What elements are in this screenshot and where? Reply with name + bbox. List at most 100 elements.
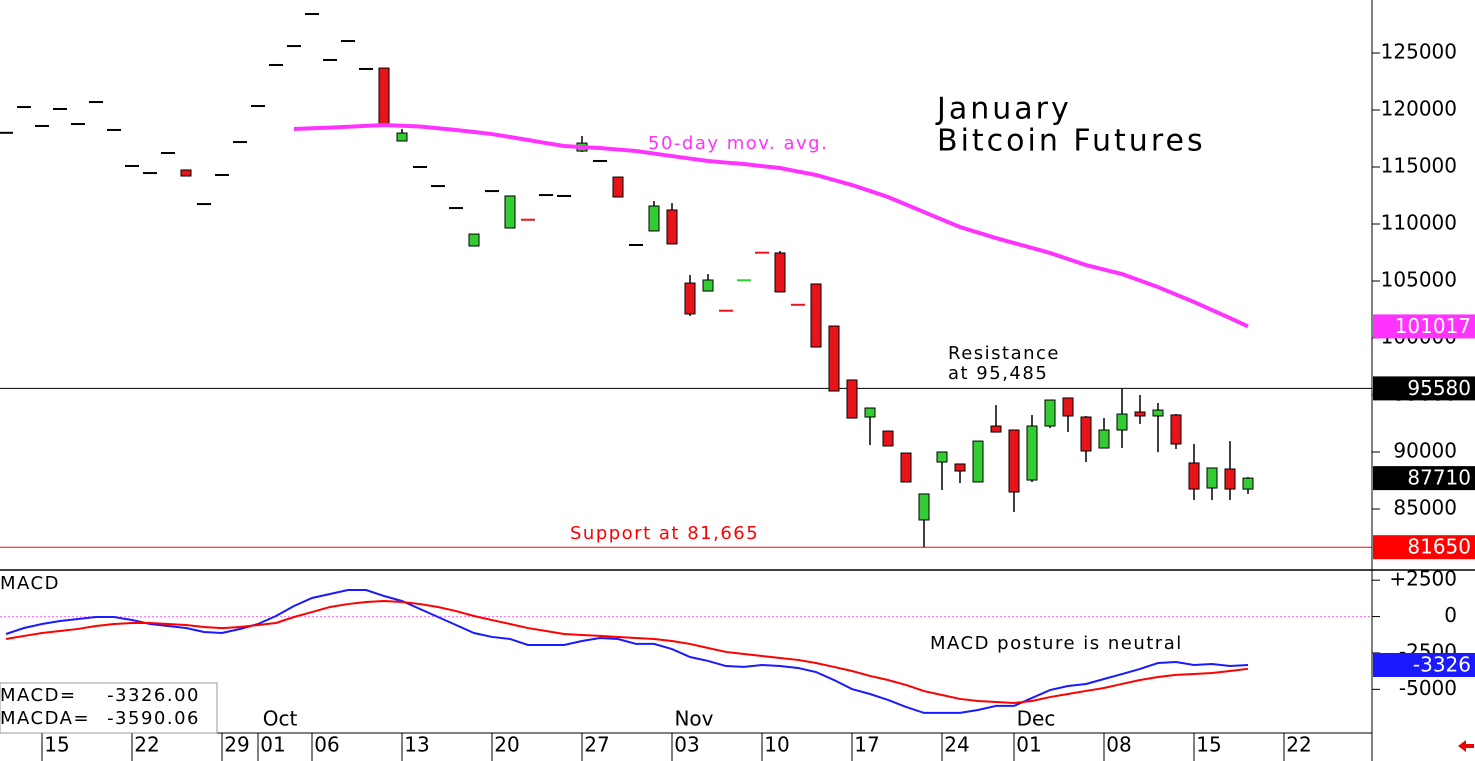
candle-dash [521,218,535,221]
candle-dash [107,128,121,131]
candle-dash [233,141,247,144]
x-tick-label: 03 [674,733,699,757]
candle-body [1026,425,1038,481]
candle-dash [125,164,139,167]
value-tag [1373,652,1475,677]
x-tick-label: 15 [1196,733,1221,757]
value-tag-label: 87710 [1407,466,1471,490]
candle-body [1224,468,1236,490]
readout-label: MACD= [0,685,77,706]
candle-dash [161,151,175,154]
candle-body [1116,413,1128,431]
candle-dash [17,106,31,109]
y-tick-label: 125000 [1381,40,1457,64]
scroll-arrow[interactable] [1458,740,1474,752]
x-tick-label: 08 [1106,733,1131,757]
candle-dash [359,67,373,70]
y-tick-label: 85000 [1393,496,1457,520]
value-tag-label: -3326 [1413,652,1471,676]
month-label: Dec [1017,707,1056,731]
value-tag [1373,466,1475,491]
candle-dash [629,243,643,246]
candle-dash [593,159,607,162]
value-tag-label: 95580 [1407,376,1471,400]
annotation: MACD posture is neutral [930,633,1183,654]
value-tag [1373,535,1475,560]
x-tick-label: 01 [1016,733,1041,757]
chart-title: Bitcoin Futures [937,124,1206,159]
candle-body [954,463,966,472]
series-label: 50-day mov. avg. [648,133,828,154]
main-layer: 8500090000950001000001050001100001150001… [0,13,1475,757]
candle-dash [539,194,553,197]
candle-body [1134,411,1146,417]
macd-line [5,599,1249,705]
candle-dash [287,45,301,48]
candle-dash [323,58,337,61]
candle-body [846,379,858,419]
readout-value: -3590.06 [107,708,200,729]
candle-dash [53,107,67,110]
candle-body [936,451,948,463]
x-tick-label: 15 [44,733,69,757]
x-tick-label: 22 [134,733,159,757]
y-tick-label: 110000 [1381,211,1457,235]
candle-dash [341,40,355,43]
candle-body [990,425,1002,433]
candle-body [828,325,840,392]
candle-body [1242,477,1254,490]
candle-dash [485,190,499,193]
candle-body [1188,462,1200,490]
y-tick-label: 115000 [1381,154,1457,178]
candle-body [918,493,930,521]
candle-body [1044,399,1056,427]
x-tick-label: 01 [260,733,285,757]
candle-dash [269,63,283,66]
y-tick-label: 0 [1444,603,1457,627]
candle-dash [755,251,769,254]
x-tick-label: 22 [1286,733,1311,757]
candle-body [900,452,912,483]
y-tick-label: 105000 [1381,268,1457,292]
value-tag [1373,314,1475,339]
candle-body [1098,429,1110,449]
candle-dash [431,185,445,188]
panel-title: MACD [0,573,60,594]
annotation: Resistance [948,343,1060,364]
candle-body [1008,429,1020,493]
candle-body [810,283,822,348]
candle-body [972,440,984,483]
candle-dash [251,105,265,108]
candle-body [1206,467,1218,489]
candle-body [1080,416,1092,452]
moving-average-line [293,123,1249,329]
candle-body [396,132,408,142]
macd-line [5,588,1249,714]
candle-body [774,252,786,293]
x-tick-label: 10 [764,733,789,757]
candle-dash [791,303,805,306]
candle-dash [71,123,85,126]
candle-dash [719,309,733,312]
x-tick-label: 17 [854,733,879,757]
y-tick-label: -5000 [1399,676,1457,700]
chart-title: January [935,92,1072,127]
candle-body [882,430,894,447]
candle-dash [215,173,229,176]
annotation: at 95,485 [948,363,1048,384]
x-tick-label: 27 [584,733,609,757]
candle-body [702,279,714,292]
x-tick-label: 13 [404,733,429,757]
month-label: Oct [263,707,298,731]
candle-dash [197,203,211,206]
y-tick-label: 120000 [1381,97,1457,121]
readout-label: MACDA= [0,708,90,729]
y-tick-label: 90000 [1393,439,1457,463]
candle-body [504,195,516,229]
value-tag-label: 81650 [1407,535,1471,559]
candle-dash [305,13,319,16]
candle-body [612,176,624,198]
candle-body [1170,414,1182,445]
